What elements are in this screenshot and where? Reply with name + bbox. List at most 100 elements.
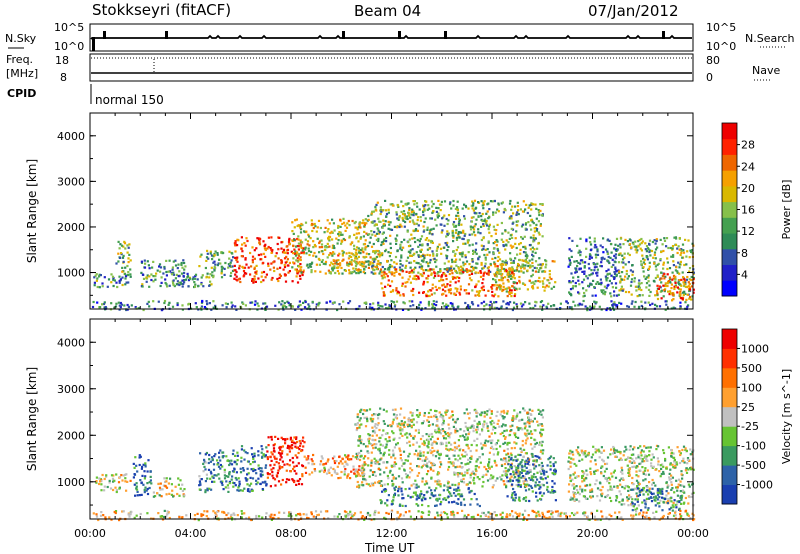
power-cell xyxy=(519,208,522,211)
velocity-cell xyxy=(270,451,273,454)
velocity-cell xyxy=(525,439,528,442)
power-cell xyxy=(281,251,285,254)
power-cell xyxy=(337,259,340,262)
power-cell xyxy=(531,250,534,253)
power-cell xyxy=(233,277,236,280)
power-cell xyxy=(297,242,300,245)
power-cell xyxy=(407,241,410,244)
velocity-cell xyxy=(385,410,388,413)
power-cell xyxy=(416,205,419,208)
power-cell xyxy=(643,259,646,262)
velocity-cell xyxy=(526,429,529,432)
power-cell xyxy=(415,261,418,264)
velocity-cell xyxy=(541,483,544,486)
velocity-cell xyxy=(379,407,382,410)
power-cell xyxy=(471,265,474,268)
power-cell xyxy=(489,306,492,309)
power-cell xyxy=(285,245,288,248)
velocity-cell xyxy=(364,455,367,458)
power-cell xyxy=(508,217,511,220)
velocity-cell xyxy=(339,476,342,479)
power-cell xyxy=(584,261,587,264)
power-cell xyxy=(537,209,540,212)
power-cell xyxy=(408,300,411,303)
velocity-cell xyxy=(239,467,242,470)
velocity-cell xyxy=(221,465,224,468)
power-cell xyxy=(332,259,335,262)
power-cell xyxy=(249,301,252,304)
power-cell xyxy=(368,253,371,256)
power-cell xyxy=(251,261,254,264)
power-cell xyxy=(619,243,622,246)
power-cell xyxy=(354,257,357,260)
velocity-cell xyxy=(535,441,539,445)
power-cell xyxy=(460,265,463,268)
velocity-cell xyxy=(530,436,533,439)
velocity-cell xyxy=(506,412,509,415)
power-cell xyxy=(419,255,422,258)
velocity-cell xyxy=(536,471,539,474)
power-cell xyxy=(679,260,682,263)
power-cell xyxy=(453,276,456,279)
power-cell xyxy=(520,305,524,308)
velocity-cell xyxy=(375,426,378,430)
velocity-cell xyxy=(399,423,402,426)
power-cell xyxy=(372,220,375,223)
velocity-cell xyxy=(304,466,307,469)
power-cell xyxy=(682,249,685,252)
power-cell xyxy=(644,307,647,310)
velocity-cell xyxy=(181,483,184,486)
power-cell xyxy=(480,261,483,265)
velocity-cell xyxy=(146,470,149,473)
velocity-cell xyxy=(402,450,406,453)
velocity-cell xyxy=(495,464,498,467)
power-cell xyxy=(400,210,403,213)
power-cell xyxy=(688,289,691,293)
power-cell xyxy=(587,262,590,266)
power-cell xyxy=(299,228,303,231)
power-cell xyxy=(496,247,499,251)
power-cell xyxy=(390,259,393,262)
power-cell xyxy=(326,219,329,222)
power-cell xyxy=(462,269,465,272)
power-cell xyxy=(614,248,617,251)
power-cell xyxy=(234,250,237,253)
power-cell xyxy=(428,207,431,210)
velocity-cell xyxy=(469,449,472,453)
velocity-cell xyxy=(490,412,493,415)
power-cell xyxy=(433,307,436,310)
power-cell xyxy=(401,308,405,311)
velocity-cell xyxy=(289,470,292,473)
power-cell xyxy=(287,301,290,304)
power-cell xyxy=(468,244,471,247)
power-cell xyxy=(195,306,198,309)
power-cell xyxy=(665,237,669,240)
velocity-cell xyxy=(222,451,225,454)
power-cell xyxy=(522,282,525,285)
power-cell xyxy=(581,270,584,273)
power-cell xyxy=(445,303,448,306)
power-cell xyxy=(355,252,358,255)
velocity-cell xyxy=(447,434,450,437)
power-cell xyxy=(244,258,247,261)
power-cell xyxy=(595,282,598,285)
power-cell xyxy=(461,251,464,254)
power-cell xyxy=(379,209,382,212)
power-cell xyxy=(93,284,96,287)
power-cell xyxy=(613,270,616,274)
velocity-cell xyxy=(514,476,517,479)
velocity-cell xyxy=(500,478,503,481)
power-cell xyxy=(648,265,651,268)
power-cell xyxy=(378,251,381,254)
power-cell xyxy=(235,308,238,311)
velocity-cell xyxy=(533,417,536,420)
velocity-cell xyxy=(362,412,365,416)
power-cell xyxy=(295,253,298,256)
velocity-cell xyxy=(429,468,433,471)
power-cell xyxy=(359,263,362,266)
velocity-cell xyxy=(407,420,410,423)
power-cell xyxy=(477,215,480,218)
power-cell xyxy=(236,238,239,241)
power-cell xyxy=(338,272,341,275)
velocity-cell xyxy=(298,448,301,451)
